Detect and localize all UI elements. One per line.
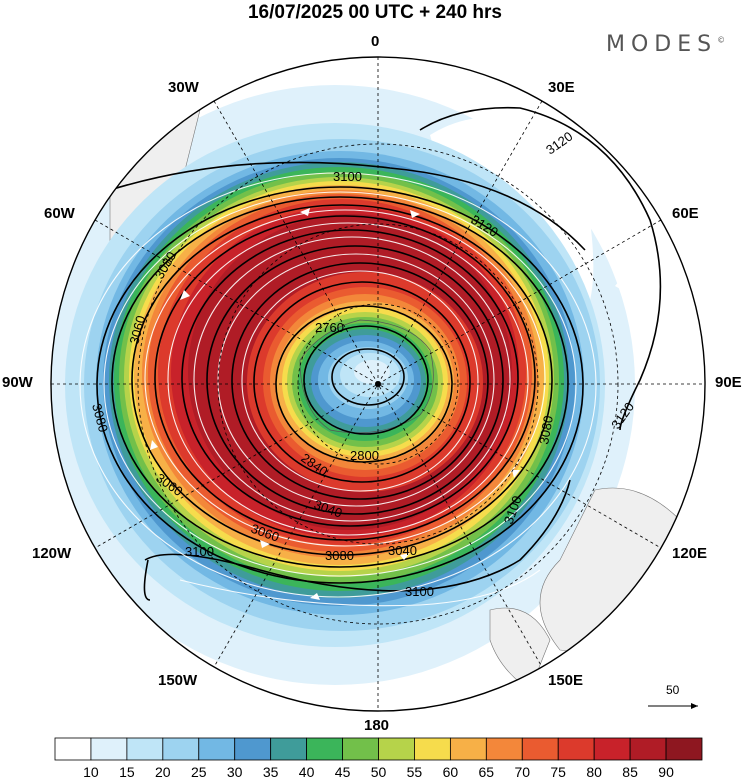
graticule [51, 57, 705, 711]
colorbar-tick-label: 35 [262, 764, 279, 780]
contour-3100-south [144, 479, 571, 592]
colorbar-box [485, 737, 523, 761]
contour-label: 3100 [405, 584, 434, 599]
colorbar-box [665, 737, 703, 761]
colorbar-tick-label: 80 [586, 764, 602, 780]
contour-label: 3040 [388, 543, 417, 558]
lon-label-60w: 60W [44, 205, 75, 222]
contour-label: 3080 [89, 402, 111, 434]
map-disk [51, 57, 705, 711]
colorbar-box [162, 737, 200, 761]
contour-label: 3100 [185, 544, 214, 559]
colorbar-box [593, 737, 631, 761]
colorbar-tick-label: 50 [370, 764, 387, 780]
lon-label-90w: 90W [2, 374, 33, 391]
south-pole-marker [375, 381, 381, 387]
contour-2720 [331, 348, 405, 406]
lon-label-120w: 120W [32, 545, 72, 562]
lon-label-180: 180 [364, 717, 390, 734]
wind-speed-colorbar [54, 737, 703, 761]
lon-label-30w: 30W [168, 79, 199, 96]
colorbar-tick-label: 75 [550, 764, 566, 780]
map-boundary [50, 56, 706, 712]
map-title: 16/07/2025 00 UTC + 240 hrs [247, 2, 503, 23]
colorbar-box [342, 737, 379, 761]
contour-label: 3100 [333, 169, 362, 184]
lon-label-150e: 150E [548, 672, 584, 689]
colorbar-box [198, 737, 236, 761]
lon-label-0: 0 [371, 33, 380, 50]
height-contours [96, 106, 662, 601]
contour-2960 [181, 229, 519, 527]
colorbar-tick-label: 45 [334, 764, 351, 780]
contour-label: 2800 [350, 448, 379, 463]
contour-label: 3080 [325, 548, 354, 563]
colorbar-tick-label: 15 [119, 764, 135, 780]
contour-3000 [154, 215, 536, 541]
contour-label: 2760 [315, 320, 344, 335]
colorbar-tick-label: 85 [622, 764, 638, 780]
contour-2920 [206, 245, 504, 515]
colorbar-tick-label: 10 [83, 764, 99, 780]
colorbar-box [306, 737, 343, 761]
contour-3100-west [143, 559, 151, 601]
colorbar-box [414, 737, 451, 761]
contour-label: 3080 [536, 414, 556, 445]
contour-3060 [111, 196, 569, 568]
colorbar-tick-label: 40 [298, 764, 315, 780]
colorbar-box [629, 737, 667, 761]
brand-logo: MODES© [606, 32, 726, 57]
colorbar-tick-label: 25 [191, 764, 207, 780]
colorbar-tick-label: 90 [658, 764, 674, 780]
colorbar-box [54, 737, 92, 761]
colorbar-box [449, 737, 487, 761]
colorbar-box [557, 737, 595, 761]
colorbar-box [270, 737, 308, 761]
colorbar-box [234, 737, 272, 761]
colorbar-tick-label: 20 [155, 764, 171, 780]
contour-3120 [419, 106, 662, 431]
colorbar-tick-label: 70 [514, 764, 531, 780]
colorbar-box [90, 737, 128, 761]
contour-label: 3060 [126, 314, 148, 346]
contour-2880 [231, 262, 489, 500]
wind-arrow-heads [150, 140, 622, 600]
reference-vector [648, 703, 698, 709]
lon-label-150w: 150W [158, 672, 198, 689]
colorbar-box [126, 737, 164, 761]
colorbar-tick-label: 60 [442, 764, 459, 780]
inner-band-10 [354, 360, 390, 384]
colorbar-box [378, 737, 415, 761]
contour-3080 [96, 186, 584, 584]
lon-label-90e: 90E [715, 374, 742, 391]
colorbar-tick-label: 65 [478, 764, 495, 780]
reference-vector-label: 50 [666, 683, 680, 697]
lon-label-30e: 30E [548, 79, 575, 96]
lon-label-60e: 60E [672, 205, 699, 222]
colorbar-box [521, 737, 559, 761]
lon-label-120e: 120E [672, 545, 708, 562]
antarctica-coast [299, 319, 434, 434]
contour-3040 [131, 204, 553, 556]
colorbar-tick-label: 55 [406, 764, 423, 780]
contour-2840 [253, 281, 471, 483]
contour-2760 [303, 325, 429, 435]
contour-3100-north [109, 161, 586, 251]
colorbar-tick-label: 30 [226, 764, 243, 780]
